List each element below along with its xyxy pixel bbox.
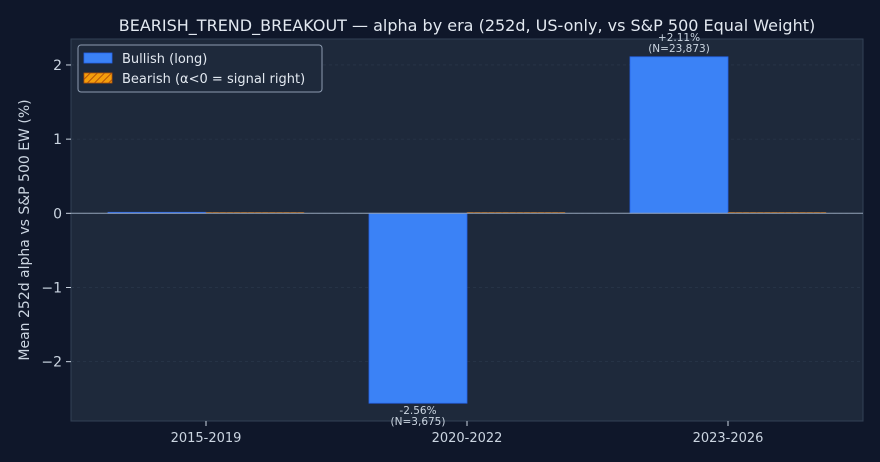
- y-tick-label: 1: [53, 132, 62, 148]
- legend: [77, 44, 323, 93]
- legend-swatch-bearish: [83, 72, 113, 84]
- y-tick-label: 2: [53, 58, 62, 74]
- y-tick-label: 0: [53, 206, 62, 222]
- y-axis-label: Mean 252d alpha vs S&P 500 EW (%): [17, 99, 33, 360]
- y-tick-label: −2: [41, 355, 62, 371]
- y-tick-label: −1: [41, 280, 62, 296]
- bar-data-label: -2.56%: [399, 405, 436, 417]
- x-tick-label: 2020-2022: [432, 431, 503, 446]
- bar-bullish: [368, 212, 468, 404]
- legend-label-bearish: Bearish (α<0 = signal right): [122, 72, 305, 87]
- x-tick-label: 2023-2026: [693, 431, 764, 446]
- chart-title: BEARISH_TREND_BREAKOUT — alpha by era (2…: [119, 16, 816, 36]
- bar-data-label: (N=3,675): [391, 416, 446, 428]
- bar-data-label: +2.11%: [658, 32, 700, 44]
- x-tick-label: 2015-2019: [171, 431, 242, 446]
- bar-data-label: (N=23,873): [648, 43, 710, 55]
- bar-bullish: [629, 56, 729, 214]
- legend-swatch-bullish: [83, 52, 113, 64]
- legend-label-bullish: Bullish (long): [122, 52, 207, 67]
